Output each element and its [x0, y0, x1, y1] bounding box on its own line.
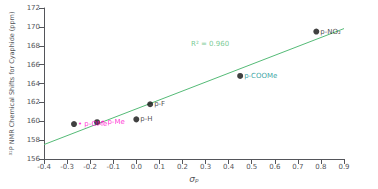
svg-text:³¹P NMR Chemical Shifts for Cy: ³¹P NMR Chemical Shifts for Cyaphide (pp…	[8, 12, 16, 156]
svg-text:0.2: 0.2	[177, 163, 188, 171]
svg-text:0.0: 0.0	[131, 163, 142, 171]
svg-text:-0.1: -0.1	[106, 163, 120, 171]
svg-text:p-NO₂: p-NO₂	[320, 28, 341, 36]
svg-text:0.1: 0.1	[154, 163, 165, 171]
svg-text:0.7: 0.7	[292, 163, 303, 171]
svg-text:158: 158	[27, 136, 40, 144]
svg-text:σₚ: σₚ	[189, 174, 199, 184]
svg-text:0.6: 0.6	[269, 163, 281, 171]
svg-text:p-H: p-H	[140, 115, 152, 123]
svg-text:0.4: 0.4	[223, 163, 235, 171]
svg-text:R² = 0.960: R² = 0.960	[191, 40, 229, 48]
svg-text:p-COOMe: p-COOMe	[244, 72, 277, 80]
svg-text:156: 156	[26, 155, 40, 163]
svg-text:p-F: p-F	[154, 100, 165, 108]
svg-text:168: 168	[27, 42, 40, 50]
svg-text:0.3: 0.3	[200, 163, 211, 171]
svg-text:162: 162	[27, 98, 40, 106]
svg-text:0.8: 0.8	[315, 163, 326, 171]
svg-text:0.9: 0.9	[338, 163, 349, 171]
svg-text:• p-Me: • p-Me	[101, 118, 125, 126]
svg-text:-0.2: -0.2	[83, 163, 97, 171]
svg-text:0.5: 0.5	[246, 163, 257, 171]
svg-text:166: 166	[27, 61, 41, 69]
svg-text:164: 164	[27, 80, 41, 88]
svg-text:172: 172	[27, 4, 40, 12]
svg-text:-0.4: -0.4	[37, 163, 51, 171]
svg-text:-0.3: -0.3	[60, 163, 74, 171]
svg-text:160: 160	[27, 117, 40, 125]
svg-text:170: 170	[27, 23, 40, 31]
svg-text:• p-OMe: • p-OMe	[78, 120, 108, 129]
